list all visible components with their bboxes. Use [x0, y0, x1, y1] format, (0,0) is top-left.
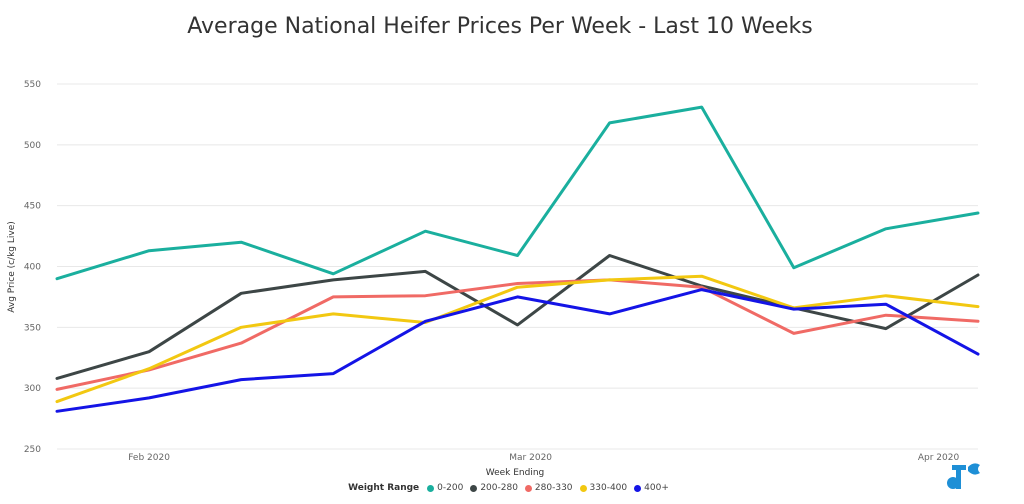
series-line-200-280: [55, 254, 980, 380]
brand-logo-icon: [947, 463, 980, 489]
chart-svg: 250 300 350 400 450 500 550 Feb 2020 Mar 2020 Ap…: [7, 80, 980, 478]
series-line-400+: [55, 288, 980, 413]
legend: Weight Range 0-200 200-280 280-330 330-400 4…: [0, 483, 1024, 493]
legend-swatch: [427, 484, 435, 492]
legend-items: 0-200 200-280 280-330 330-400 400+: [427, 483, 676, 493]
y-tick-label: 500: [24, 141, 41, 151]
y-tick-label: 450: [24, 202, 41, 212]
legend-label: 330-400: [589, 483, 628, 493]
legend-swatch: [634, 484, 642, 492]
legend-item[interactable]: 330-400: [579, 483, 628, 493]
gridlines: [57, 83, 978, 450]
y-tick-label: 300: [24, 384, 41, 394]
legend-swatch: [470, 484, 478, 492]
x-tick-label: Apr 2020: [918, 453, 960, 463]
legend-item[interactable]: 0-200: [427, 483, 463, 493]
chart-title: Average National Heifer Prices Per Week …: [187, 14, 813, 39]
y-tick-label: 250: [24, 445, 41, 455]
y-axis: 250 300 350 400 450 500 550: [24, 80, 41, 455]
y-tick-label: 350: [24, 323, 41, 333]
legend-item[interactable]: 280-330: [524, 483, 573, 493]
y-tick-label: 550: [24, 80, 41, 90]
legend-label: 0-200: [437, 483, 464, 493]
series-line-280-330: [55, 278, 980, 391]
legend-label: 400+: [644, 483, 669, 493]
legend-label: 200-280: [480, 483, 518, 493]
legend-item[interactable]: 200-280: [470, 483, 518, 493]
x-axis-title: Week Ending: [486, 468, 545, 478]
x-tick-label: Feb 2020: [128, 453, 170, 463]
y-axis-title: Avg Price (c/kg Live): [7, 221, 17, 313]
legend-title: Weight Range: [348, 483, 420, 493]
y-tick-label: 400: [24, 263, 41, 273]
x-tick-label: Mar 2020: [509, 453, 552, 463]
series-line-0-200: [55, 105, 980, 281]
legend-swatch: [524, 484, 532, 492]
series-lines: [55, 105, 980, 413]
legend-item[interactable]: 400+: [634, 483, 669, 493]
series-line-330-400: [55, 274, 980, 404]
x-axis: Feb 2020 Mar 2020 Apr 2020: [128, 453, 959, 463]
legend-label: 280-330: [534, 483, 573, 493]
legend-swatch: [579, 484, 587, 492]
